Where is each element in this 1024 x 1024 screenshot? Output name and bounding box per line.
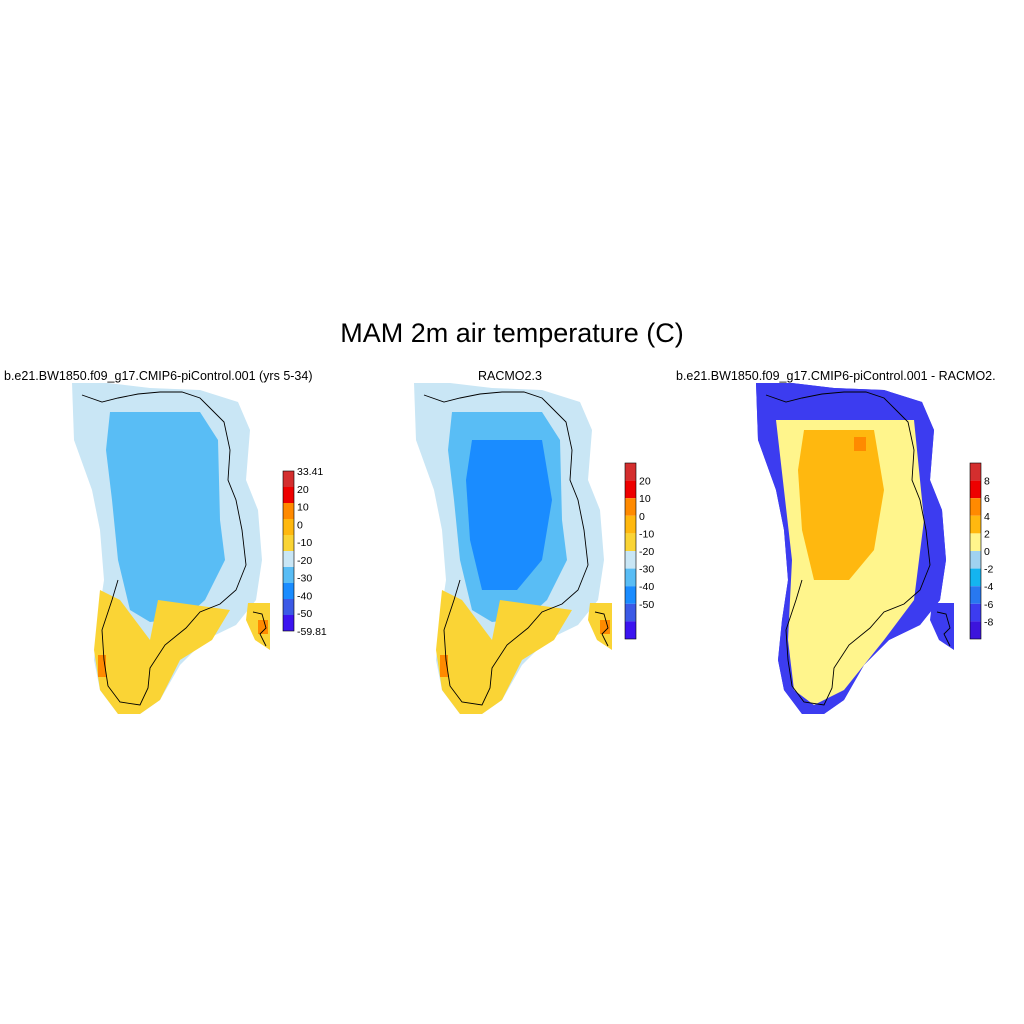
coastline (252, 611, 267, 647)
colorbar-swatch (970, 621, 981, 639)
colorbar-swatch (970, 498, 981, 516)
panel-1-title: b.e21.BW1850.f09_g17.CMIP6-piControl.001… (4, 369, 313, 383)
panel-2-map (414, 383, 612, 714)
panel-2-title: RACMO2.3 (478, 369, 542, 383)
colorbar-frame (624, 462, 637, 640)
colorbar-label: -59.81 (297, 626, 327, 638)
map-warm-patch (440, 655, 448, 677)
colorbar-label: -30 (639, 564, 654, 576)
colorbar-label: 0 (639, 511, 645, 523)
colorbar-swatch (970, 603, 981, 622)
coastline (594, 611, 609, 647)
colorbar-label: 4 (984, 511, 990, 523)
colorbar-swatch (283, 487, 294, 503)
colorbar-label: -50 (297, 608, 312, 620)
map-warm-patch (258, 620, 268, 634)
colorbar-label: -20 (639, 546, 654, 558)
map-north-fill (798, 430, 884, 580)
coastline (81, 391, 247, 706)
main-title: MAM 2m air temperature (C) (340, 318, 684, 348)
colorbar-label: -30 (297, 573, 312, 585)
coastline (936, 611, 951, 647)
colorbar-swatch (625, 568, 636, 587)
colorbar-label: -8 (984, 616, 993, 628)
coastline (765, 391, 931, 706)
colorbar-label: 0 (297, 519, 303, 531)
colorbar-swatch (625, 551, 636, 569)
colorbar-swatch (625, 533, 636, 551)
colorbar-label: 10 (639, 493, 651, 505)
colorbar-swatch (970, 551, 981, 569)
colorbar-label: -50 (639, 599, 654, 611)
colorbar-swatch (970, 463, 981, 481)
colorbar-swatch (970, 533, 981, 551)
map-south-fill (436, 590, 572, 714)
colorbar-swatch (283, 535, 294, 551)
colorbar-label: 0 (984, 546, 990, 558)
colorbar-frame (282, 470, 295, 632)
map-hot-spot (854, 437, 866, 451)
colorbar-label: 2 (984, 528, 990, 540)
colorbar-swatch (625, 463, 636, 481)
colorbar-swatch (625, 603, 636, 622)
map-island-fill (930, 603, 954, 650)
colorbar-label: 33.41 (297, 466, 323, 478)
colorbar-label: 10 (297, 502, 309, 514)
colorbar-label: -40 (639, 581, 654, 593)
colorbar-swatch (625, 480, 636, 499)
colorbar-swatch (625, 621, 636, 639)
panel-1-map (72, 383, 270, 714)
colorbar-label: -2 (984, 564, 993, 576)
colorbar-swatch (625, 498, 636, 516)
colorbar-swatch (970, 586, 981, 604)
colorbar-swatch (625, 515, 636, 534)
colorbar-label: -40 (297, 590, 312, 602)
colorbar-frame (969, 462, 982, 640)
colorbar-swatch (283, 615, 294, 631)
colorbar-swatch (283, 583, 294, 599)
colorbar-swatch (283, 551, 294, 567)
colorbar-label: 20 (297, 484, 309, 496)
colorbar-2: 20 10 0 -10 -20 -30 -40 -50 (624, 462, 654, 640)
colorbar-swatch (970, 480, 981, 499)
colorbar-swatch (283, 503, 294, 519)
map-warm-patch (600, 620, 610, 634)
panel-3-map (756, 383, 954, 714)
colorbar-label: 8 (984, 476, 990, 488)
colorbar-swatch (970, 568, 981, 587)
colorbar-label: 6 (984, 493, 990, 505)
colorbar-label: -10 (297, 537, 312, 549)
colorbar-label: -20 (297, 555, 312, 567)
map-warm-patch (98, 655, 106, 677)
map-interior-fill (106, 412, 225, 622)
colorbar-label: -6 (984, 599, 993, 611)
colorbar-swatch (970, 515, 981, 534)
colorbar-swatch (283, 519, 294, 535)
colorbar-swatch (283, 599, 294, 615)
panel-3-title: b.e21.BW1850.f09_g17.CMIP6-piControl.001… (676, 369, 996, 383)
coastline (423, 391, 589, 706)
colorbar-swatch (283, 567, 294, 583)
colorbar-label: 20 (639, 476, 651, 488)
colorbar-1: 33.41 20 10 0 -10 -20 -30 -40 -50 -59.81 (282, 466, 327, 638)
colorbar-label: -10 (639, 528, 654, 540)
colorbar-swatch (625, 586, 636, 604)
colorbar-label: -4 (984, 581, 993, 593)
colorbar-3: 8 6 4 2 0 -2 -4 -6 -8 (969, 462, 993, 640)
map-south-fill (94, 590, 230, 714)
map-core-fill (466, 440, 552, 590)
colorbar-swatch (283, 471, 294, 487)
